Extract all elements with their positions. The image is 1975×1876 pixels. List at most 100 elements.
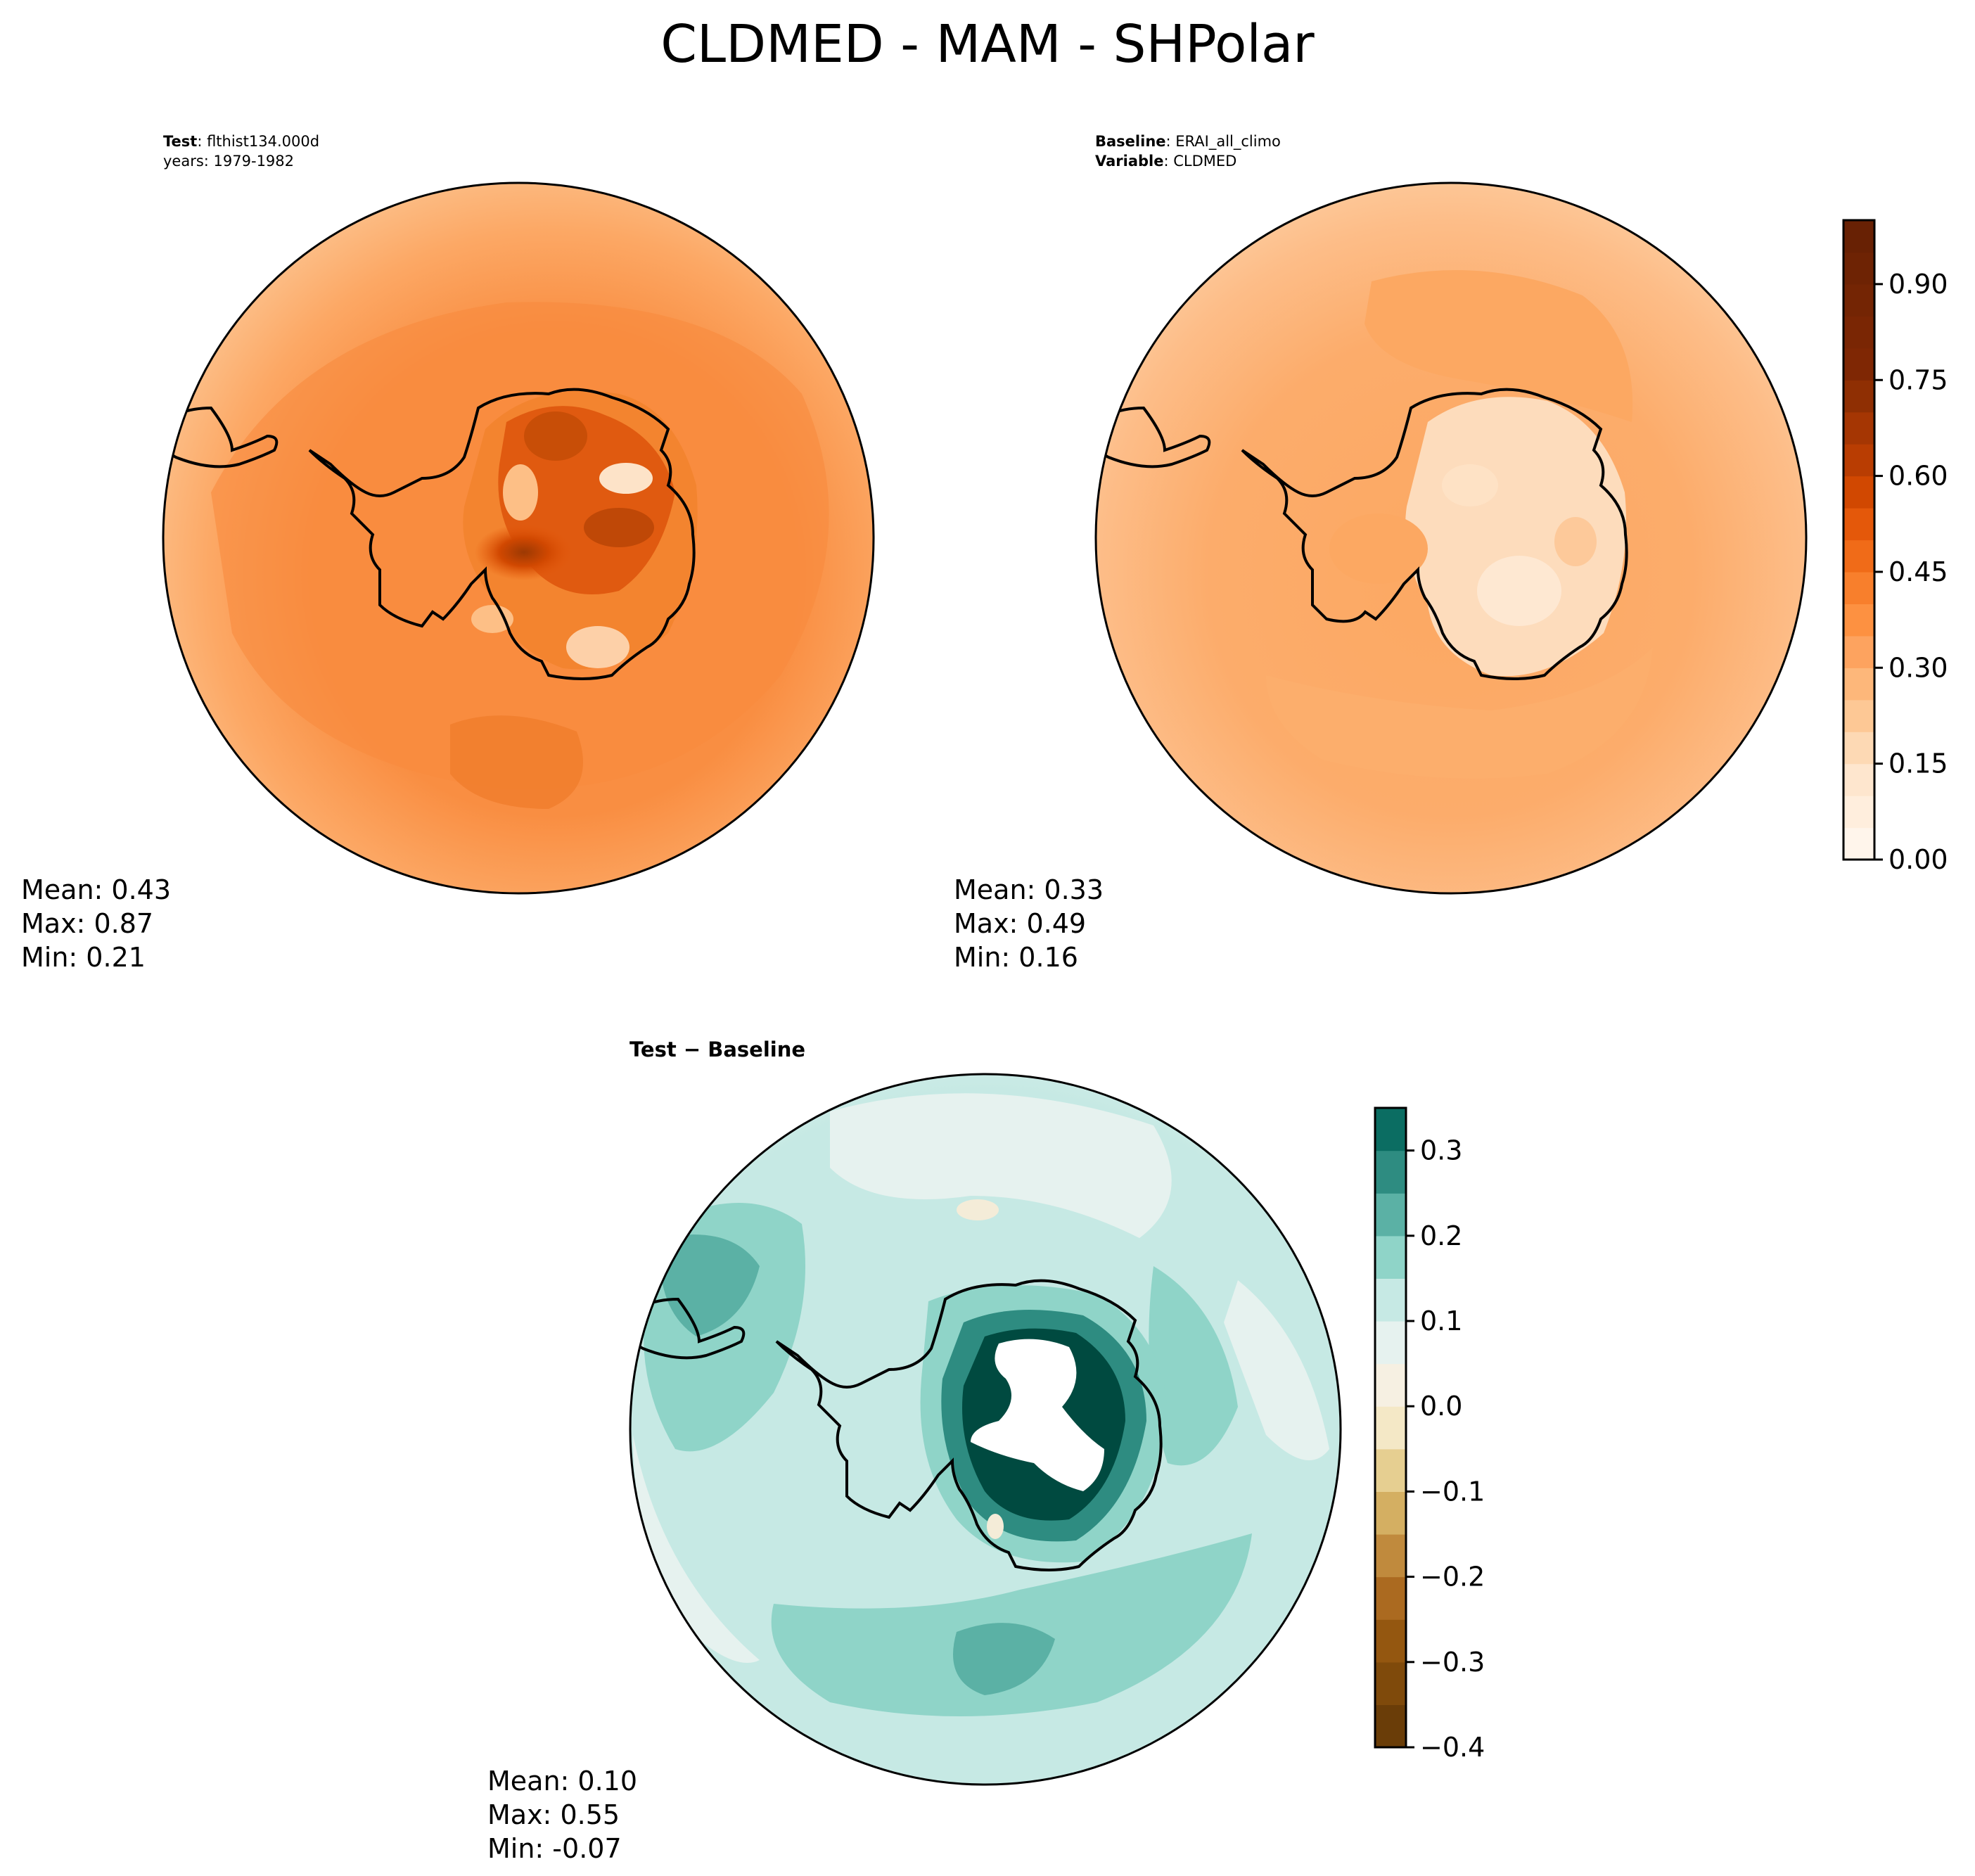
baseline-southamerica-tip xyxy=(1096,406,1211,468)
test-light-2 xyxy=(566,626,629,668)
difference-min: Min: -0.07 xyxy=(487,1833,622,1864)
brbg-colorbar-frame xyxy=(1374,1106,1407,1749)
oranges-colorbar-frame xyxy=(1842,219,1876,861)
brbg-colorbar-bin-6 xyxy=(1375,1448,1406,1492)
oranges-colorbar-bin-15 xyxy=(1843,347,1874,381)
baseline-map xyxy=(1096,183,1806,893)
oranges-colorbar: 0.00 0.15 0.30 0.45 0.60 0.75 0.90 xyxy=(1842,219,1948,875)
baseline-label-bold: Baseline xyxy=(1095,133,1166,150)
oranges-colorbar-bin-19 xyxy=(1843,220,1874,253)
brbg-colorbar-bin-4 xyxy=(1375,1534,1406,1578)
test-map xyxy=(163,183,874,893)
brbg-colorbar-bin-10 xyxy=(1375,1278,1406,1322)
oranges-colorbar-tick-label-2: 0.30 xyxy=(1888,652,1948,683)
difference-mean: Mean: 0.10 xyxy=(487,1766,637,1797)
test-light-1 xyxy=(599,463,653,494)
oranges-colorbar-bin-1 xyxy=(1843,796,1874,829)
baseline-panel: Baseline: ERAI_all_climo Variable: CLDME… xyxy=(954,133,1948,973)
difference-title: Test − Baseline xyxy=(629,1038,805,1061)
test-field-southblob xyxy=(450,715,583,809)
brbg-colorbar-tick-label-5: 0.1 xyxy=(1420,1306,1462,1336)
test-panel: Test: flthist134.000d years: 1979-1982 M… xyxy=(21,133,875,973)
variable-label: Variable: CLDMED xyxy=(1095,153,1236,170)
test-max: Max: 0.87 xyxy=(21,908,153,939)
test-map-border xyxy=(162,181,875,895)
test-label-bold: Test xyxy=(163,133,197,150)
test-light-4 xyxy=(471,605,513,633)
oranges-colorbar-bin-8 xyxy=(1843,571,1874,604)
baseline-field-north xyxy=(1364,270,1633,422)
baseline-light-1 xyxy=(1477,556,1561,626)
brbg-colorbar-bin-0 xyxy=(1375,1704,1406,1748)
brbg-colorbar-bin-1 xyxy=(1375,1661,1406,1705)
test-min: Min: 0.21 xyxy=(21,942,146,973)
oranges-colorbar-bin-3 xyxy=(1843,732,1874,765)
brbg-colorbar-bin-13 xyxy=(1375,1150,1406,1194)
diff-mid-east xyxy=(1149,1266,1238,1466)
baseline-map-border xyxy=(1094,181,1808,895)
test-coastline xyxy=(308,388,696,680)
baseline-label-value: : ERAI_all_climo xyxy=(1166,133,1281,151)
baseline-mid-1 xyxy=(1329,513,1428,584)
oranges-colorbar-bin-13 xyxy=(1843,411,1874,445)
brbg-colorbar-bin-3 xyxy=(1375,1576,1406,1620)
test-light-3 xyxy=(503,464,538,521)
difference-panel: Test − Baseline Mean: 0.10 Max: 0.55 Min… xyxy=(487,1038,1485,1864)
diff-strong-south xyxy=(953,1623,1055,1695)
difference-coastline xyxy=(775,1279,1163,1571)
variable-label-value: : CLDMED xyxy=(1163,153,1236,170)
oranges-colorbar-bin-7 xyxy=(1843,604,1874,637)
oranges-colorbar-tick-label-5: 0.75 xyxy=(1888,364,1948,395)
brbg-colorbar-tick-label-7: 0.3 xyxy=(1420,1135,1462,1166)
brbg-colorbar-bin-7 xyxy=(1375,1406,1406,1450)
oranges-colorbar-bin-5 xyxy=(1843,668,1874,701)
brbg-colorbar-tick-label-3: −0.1 xyxy=(1420,1476,1485,1507)
brbg-colorbar-tick-label-6: 0.2 xyxy=(1420,1220,1462,1251)
diff-light-sw xyxy=(633,1435,760,1663)
brbg-colorbar-bin-2 xyxy=(1375,1619,1406,1663)
baseline-field-south xyxy=(1266,647,1653,779)
difference-map-border xyxy=(629,1073,1342,1786)
oranges-colorbar-bin-0 xyxy=(1843,827,1874,860)
oranges-colorbar-bin-11 xyxy=(1843,476,1874,509)
baseline-min: Min: 0.16 xyxy=(954,942,1078,973)
baseline-mean: Mean: 0.33 xyxy=(954,874,1104,905)
oranges-colorbar-bin-10 xyxy=(1843,508,1874,541)
oranges-colorbar-bin-18 xyxy=(1843,252,1874,285)
brbg-colorbar-bin-5 xyxy=(1375,1491,1406,1535)
figure-title: CLDMED - MAM - SHPolar xyxy=(660,14,1315,75)
oranges-colorbar-bin-4 xyxy=(1843,699,1874,732)
oranges-colorbar-bin-17 xyxy=(1843,283,1874,317)
oranges-colorbar-bin-14 xyxy=(1843,380,1874,413)
difference-southamerica-tip xyxy=(630,1297,746,1360)
baseline-max: Max: 0.49 xyxy=(954,908,1086,939)
brbg-colorbar-tick-label-4: 0.0 xyxy=(1420,1391,1462,1422)
variable-label-bold: Variable xyxy=(1095,153,1163,170)
oranges-colorbar-bin-12 xyxy=(1843,444,1874,477)
brbg-colorbar: −0.4 −0.3 −0.2 −0.1 0.0 0.1 0.2 0.3 xyxy=(1374,1106,1485,1763)
test-continent-peak xyxy=(475,524,573,580)
oranges-colorbar-bin-16 xyxy=(1843,316,1874,349)
oranges-colorbar-tick-label-4: 0.60 xyxy=(1888,461,1948,492)
test-mean: Mean: 0.43 xyxy=(21,874,171,905)
brbg-colorbar-bin-9 xyxy=(1375,1321,1406,1365)
difference-map xyxy=(630,1074,1341,1785)
test-label-value: : flthist134.000d xyxy=(197,133,319,150)
test-years-label: years: 1979-1982 xyxy=(163,153,294,170)
baseline-mid-2 xyxy=(1554,517,1597,566)
brbg-colorbar-tick-label-2: −0.2 xyxy=(1420,1562,1485,1593)
baseline-label: Baseline: ERAI_all_climo xyxy=(1095,133,1281,151)
test-label: Test: flthist134.000d xyxy=(163,133,319,150)
diff-negative-1 xyxy=(957,1199,999,1220)
brbg-colorbar-bin-12 xyxy=(1375,1193,1406,1237)
oranges-colorbar-tick-label-6: 0.90 xyxy=(1888,269,1948,300)
diff-light-ne xyxy=(1224,1280,1329,1460)
oranges-colorbar-bin-6 xyxy=(1843,635,1874,668)
test-southamerica-tip xyxy=(163,406,279,468)
diff-negative-2 xyxy=(987,1514,1004,1539)
brbg-colorbar-bin-14 xyxy=(1375,1108,1406,1151)
brbg-colorbar-tick-label-0: −0.4 xyxy=(1420,1732,1485,1763)
baseline-coastline xyxy=(1241,388,1628,680)
oranges-colorbar-bin-2 xyxy=(1843,763,1874,796)
